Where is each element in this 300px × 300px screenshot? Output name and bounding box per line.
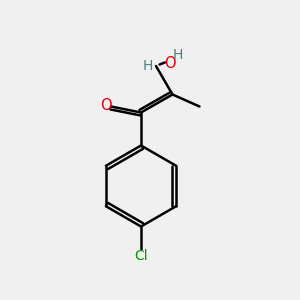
Text: H: H xyxy=(142,59,153,73)
Text: Cl: Cl xyxy=(134,249,148,262)
Text: H: H xyxy=(173,48,183,62)
Text: O: O xyxy=(164,56,175,70)
Text: O: O xyxy=(100,98,111,112)
